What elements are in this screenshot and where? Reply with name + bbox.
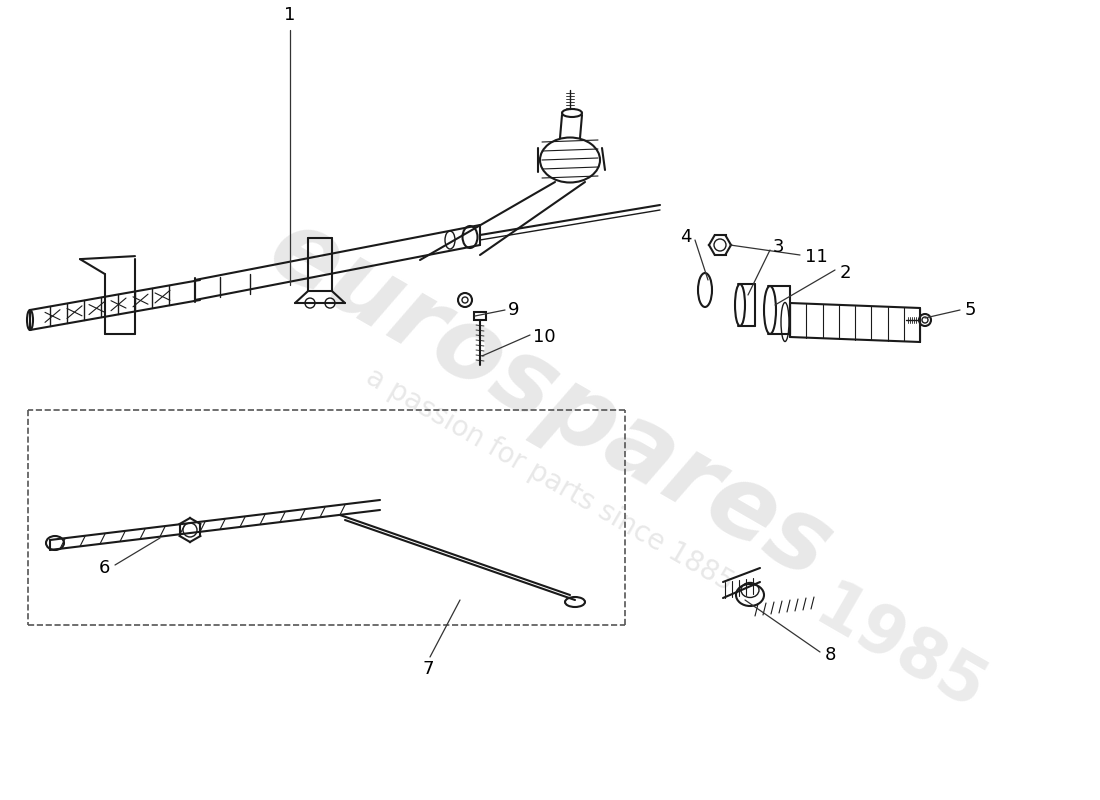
Text: 11: 11 — [805, 248, 827, 266]
Text: 2: 2 — [840, 264, 851, 282]
Text: 7: 7 — [422, 660, 433, 678]
Text: 10: 10 — [534, 328, 556, 346]
Text: eurospares: eurospares — [252, 200, 848, 600]
Text: a passion for parts since 1885: a passion for parts since 1885 — [362, 363, 738, 597]
Text: 4: 4 — [681, 228, 692, 246]
Text: 5: 5 — [965, 301, 977, 319]
Text: 1985: 1985 — [803, 575, 997, 725]
Bar — [474, 312, 486, 320]
Text: 8: 8 — [825, 646, 836, 664]
Text: 6: 6 — [99, 559, 110, 577]
Text: 1: 1 — [284, 6, 296, 24]
Text: 3: 3 — [773, 238, 784, 256]
Text: 9: 9 — [508, 301, 519, 319]
